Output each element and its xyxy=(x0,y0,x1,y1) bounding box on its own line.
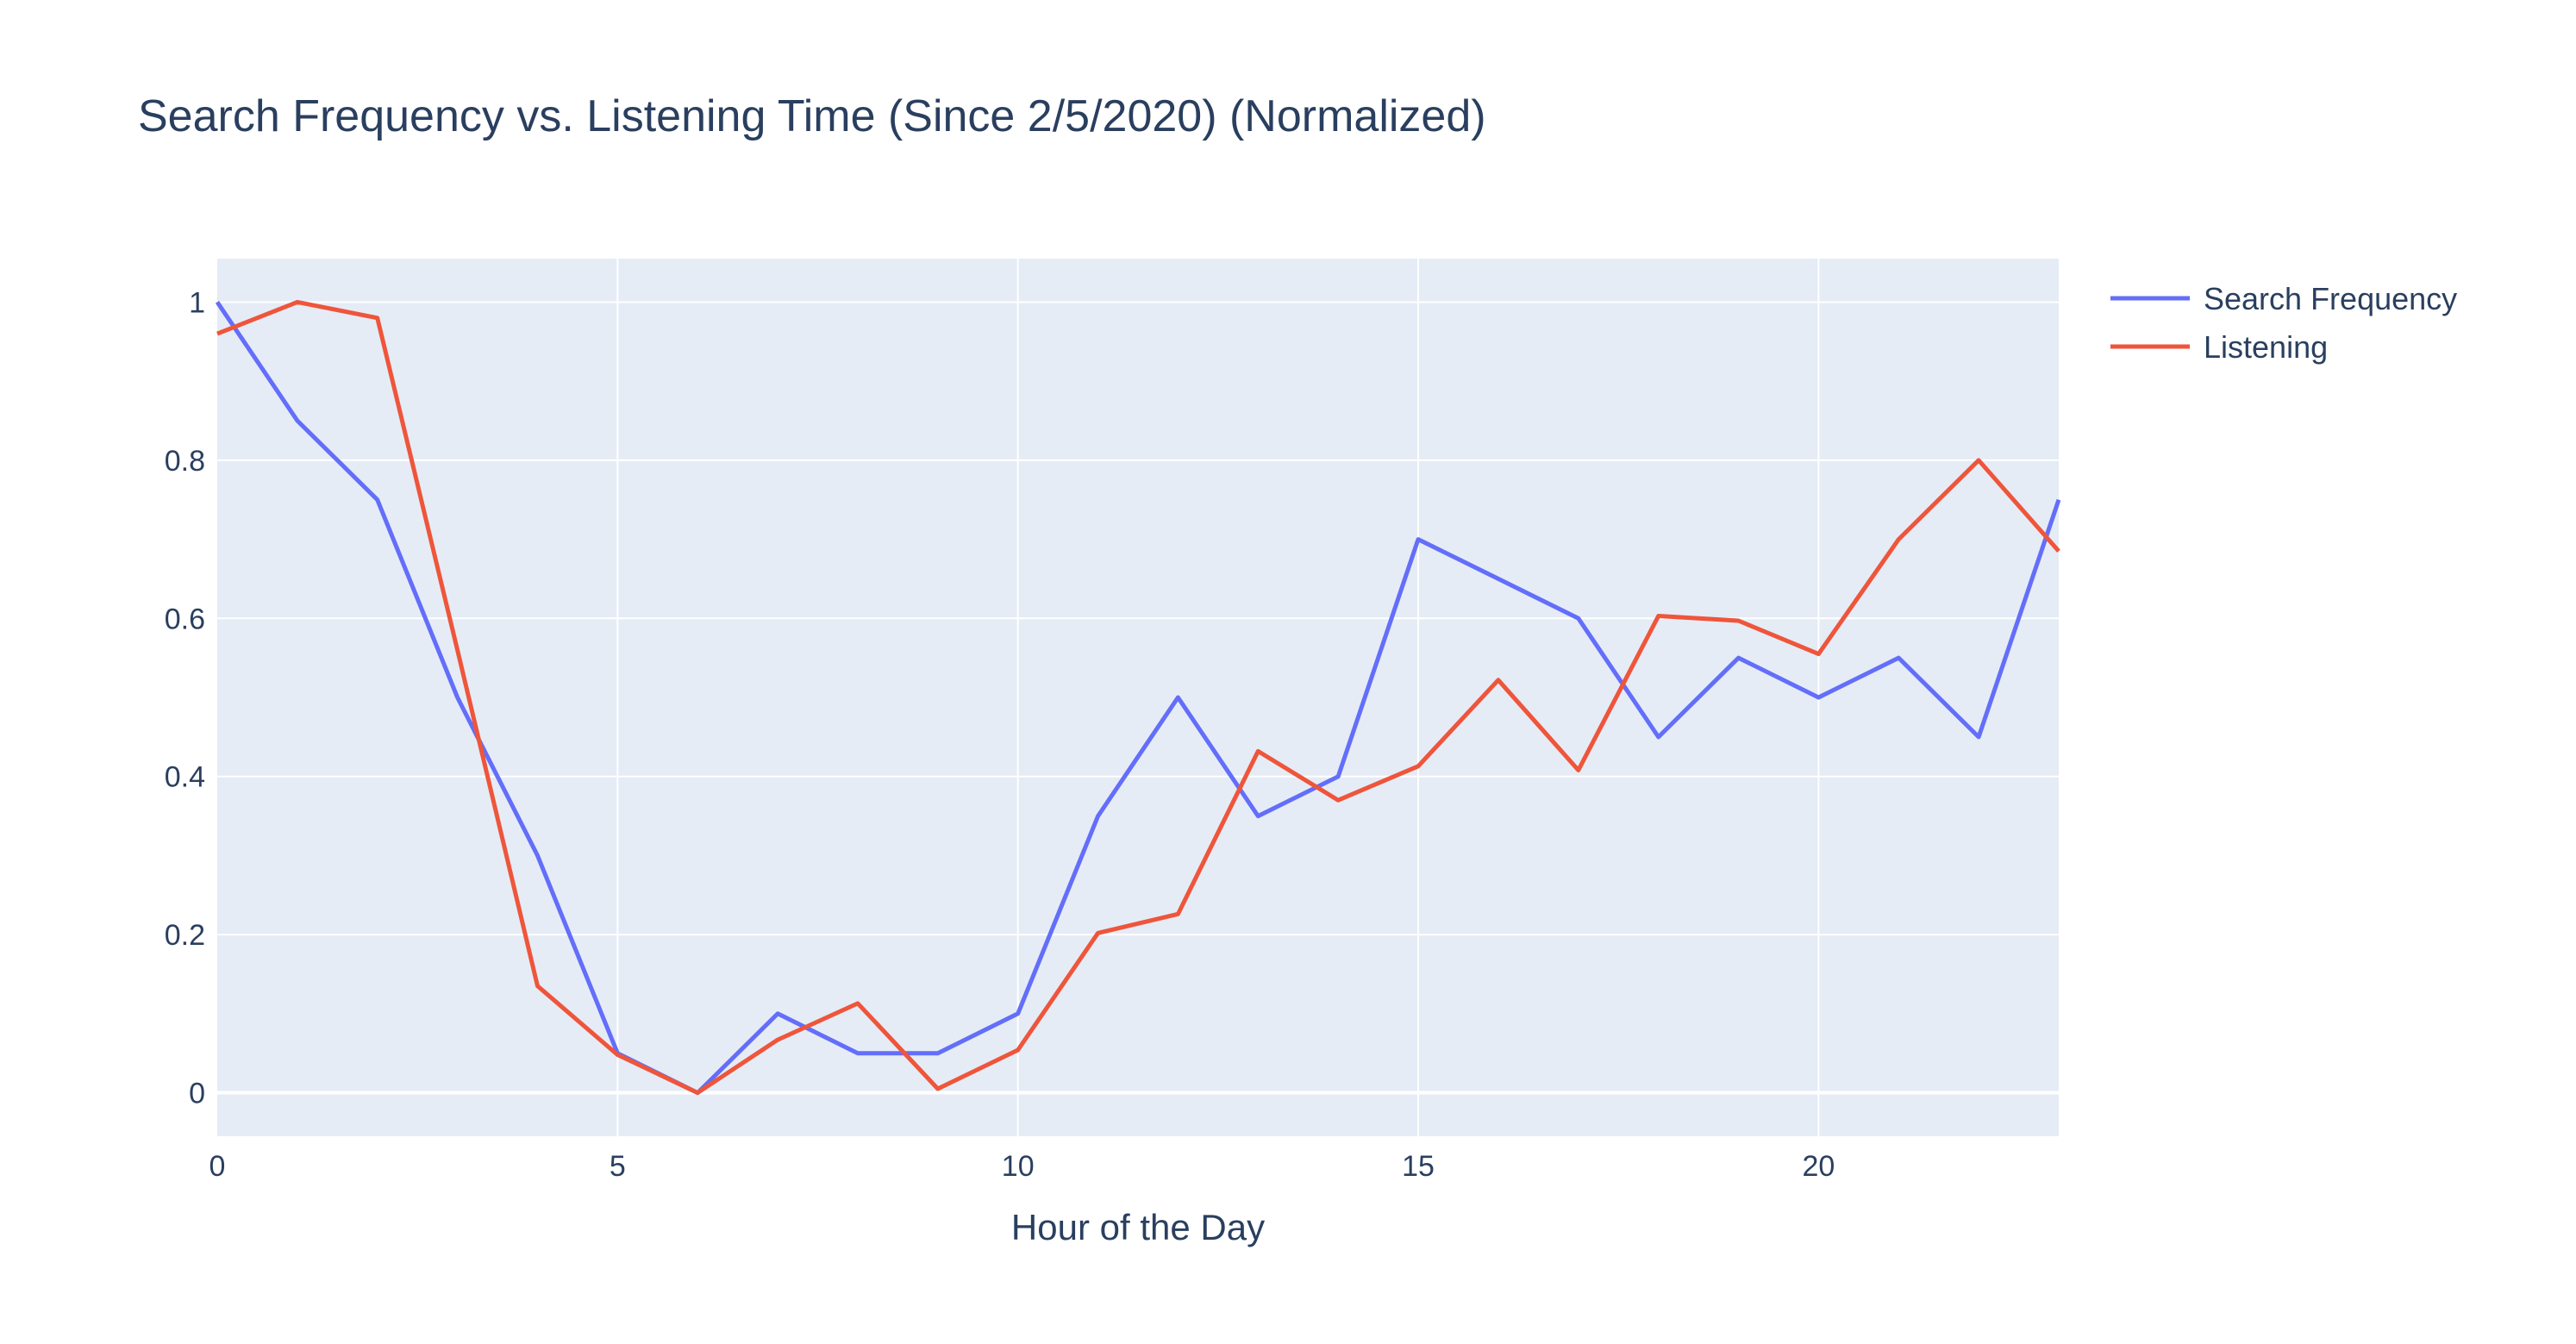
legend-label: Search Frequency xyxy=(2204,281,2457,316)
y-tick-label: 0 xyxy=(189,1078,205,1110)
series-lines xyxy=(215,299,2061,1096)
plot-area xyxy=(217,259,2059,1136)
legend-item-search-frequency[interactable]: Search Frequency xyxy=(2110,281,2457,316)
tick-labels: 00.20.40.60.810 5 10 15 20 xyxy=(165,286,1835,1183)
legend[interactable]: Search Frequency Listening xyxy=(2110,281,2457,365)
series-line-listening[interactable] xyxy=(216,299,2060,1096)
legend-item-listening[interactable]: Listening xyxy=(2110,329,2328,365)
chart-title: Search Frequency vs. Listening Time (Sin… xyxy=(138,91,1486,141)
x-tick-label: 15 xyxy=(1402,1150,1435,1183)
y-tick-label: 1 xyxy=(189,286,205,319)
x-tick-label: 10 xyxy=(1002,1150,1035,1183)
y-tick-label: 0.6 xyxy=(165,603,205,635)
x-axis-title: Hour of the Day xyxy=(1011,1207,1265,1247)
y-tick-label: 0.2 xyxy=(165,919,205,952)
x-tick-label: 0 xyxy=(209,1150,226,1183)
x-tick-label: 5 xyxy=(610,1150,626,1183)
legend-label: Listening xyxy=(2204,329,2328,365)
y-tick-label: 0.8 xyxy=(165,445,205,478)
y-tick-label: 0.4 xyxy=(165,761,205,794)
x-tick-label: 20 xyxy=(1802,1150,1835,1183)
series-line-search-frequency[interactable] xyxy=(215,301,2061,1096)
